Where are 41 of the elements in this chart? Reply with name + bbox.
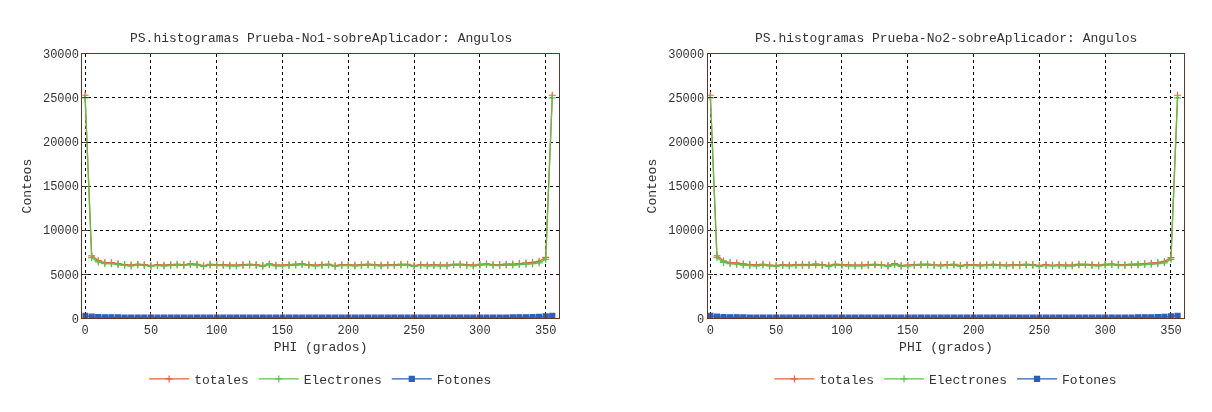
- y-tick-label: 30000: [42, 48, 79, 62]
- x-tick-label: 0: [81, 323, 89, 338]
- y-tick-label: 0: [71, 312, 79, 327]
- x-tick-label: 250: [403, 323, 425, 338]
- legend-label: Electrones: [303, 373, 382, 389]
- y-tick-label: 15000: [42, 180, 79, 195]
- legend-label: Fotones: [436, 373, 492, 389]
- y-tick-label: 15000: [668, 180, 705, 195]
- x-tick-label: 100: [205, 323, 228, 338]
- x-tick-label: 50: [143, 323, 159, 338]
- x-axis-title: PHI (grados): [899, 339, 993, 355]
- x-tick-label: 150: [271, 323, 294, 338]
- y-tick-label: 0: [697, 312, 705, 327]
- x-tick-label: 200: [337, 323, 360, 338]
- y-tick-label: 20000: [42, 136, 79, 151]
- x-tick-label: 350: [534, 323, 557, 338]
- y-tick-label: 20000: [668, 136, 705, 151]
- x-tick-label: 100: [831, 323, 853, 338]
- x-tick-label: 350: [1160, 323, 1182, 338]
- x-tick-label: 200: [962, 323, 985, 338]
- y-tick-label: 30000: [668, 48, 705, 62]
- y-axis-title: Conteos: [645, 158, 661, 214]
- chart-title: PS.histogramas Prueba-No1-sobreAplicador: Angulos: [130, 31, 513, 46]
- y-tick-label: 25000: [668, 92, 705, 107]
- y-tick-label: 5000: [675, 268, 705, 283]
- legend-label: Electrones: [929, 373, 1008, 389]
- y-tick-label: 25000: [42, 92, 79, 107]
- x-tick-label: 300: [1094, 323, 1116, 338]
- x-tick-label: 300: [469, 323, 491, 338]
- legend-label: Fotones: [1062, 373, 1117, 389]
- legend-label: totales: [819, 373, 875, 389]
- chart-title: PS.histogramas Prueba-No2-sobreAplicador: Angulos: [755, 31, 1138, 46]
- legend-label: totales: [194, 373, 249, 389]
- x-tick-label: 150: [896, 323, 919, 338]
- y-tick-label: 10000: [668, 224, 705, 239]
- y-tick-label: 5000: [50, 268, 79, 283]
- x-tick-label: 250: [1028, 323, 1051, 338]
- y-axis-title: Conteos: [19, 158, 35, 214]
- x-tick-label: 50: [768, 323, 784, 338]
- x-axis-title: PHI (grados): [273, 339, 368, 355]
- y-tick-label: 10000: [42, 224, 79, 239]
